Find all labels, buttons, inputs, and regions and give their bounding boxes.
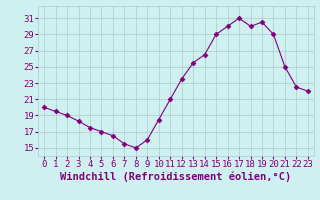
X-axis label: Windchill (Refroidissement éolien,°C): Windchill (Refroidissement éolien,°C) — [60, 172, 292, 182]
